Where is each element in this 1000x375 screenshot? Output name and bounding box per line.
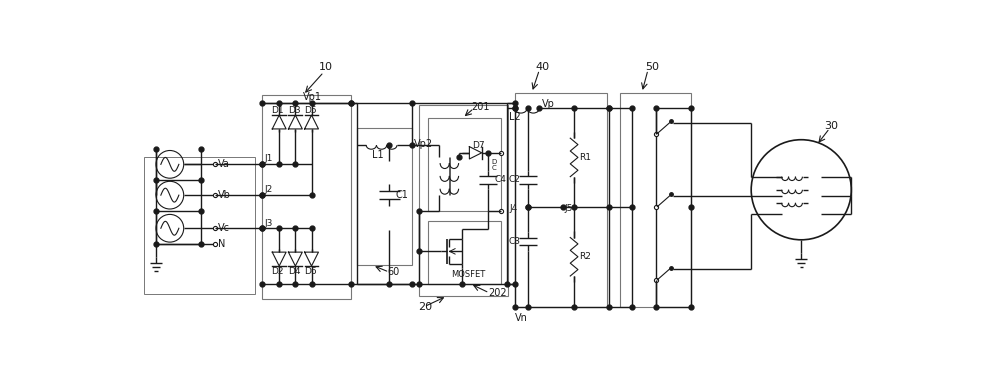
Text: 20: 20 <box>419 302 433 312</box>
Text: J1: J1 <box>265 154 273 164</box>
Text: R1: R1 <box>579 153 591 162</box>
Bar <box>515 93 607 307</box>
Text: D4: D4 <box>288 267 300 276</box>
Text: 60: 60 <box>388 267 400 277</box>
Text: Vp: Vp <box>542 99 555 108</box>
Text: D7: D7 <box>472 141 485 150</box>
Text: D2: D2 <box>271 267 284 276</box>
Text: L2: L2 <box>509 112 520 122</box>
Text: L1: L1 <box>372 150 384 160</box>
Text: C2: C2 <box>509 175 521 184</box>
Bar <box>620 93 691 307</box>
Text: MOSFET: MOSFET <box>451 270 485 279</box>
Text: Vb: Vb <box>218 190 231 200</box>
Text: J4: J4 <box>509 204 518 213</box>
Text: 30: 30 <box>824 121 838 131</box>
Bar <box>428 220 501 284</box>
Text: J2: J2 <box>265 185 273 194</box>
Text: Va: Va <box>218 159 230 170</box>
Text: D5: D5 <box>304 106 316 115</box>
Text: C: C <box>492 165 496 171</box>
Text: N: N <box>218 238 226 249</box>
Text: Vp1: Vp1 <box>303 92 322 102</box>
Text: C3: C3 <box>509 237 521 246</box>
Text: D1: D1 <box>271 106 284 115</box>
Text: C1: C1 <box>395 190 408 200</box>
Bar <box>262 95 351 299</box>
Text: J3: J3 <box>265 219 273 228</box>
Text: 10: 10 <box>318 62 332 72</box>
Bar <box>357 128 412 265</box>
Text: D: D <box>492 159 497 165</box>
Text: Vn: Vn <box>515 314 528 323</box>
Text: 40: 40 <box>536 62 550 72</box>
Text: R2: R2 <box>579 252 591 261</box>
Bar <box>428 118 501 210</box>
Text: Vp2: Vp2 <box>414 138 433 148</box>
Text: C4: C4 <box>494 175 506 184</box>
Bar <box>419 105 508 296</box>
Bar <box>144 157 255 294</box>
Text: 202: 202 <box>488 288 506 298</box>
Text: Vc: Vc <box>218 223 230 233</box>
Text: D3: D3 <box>288 106 300 115</box>
Text: 50: 50 <box>645 62 659 72</box>
Text: D6: D6 <box>304 267 316 276</box>
Text: J5: J5 <box>565 204 573 213</box>
Text: 201: 201 <box>472 102 490 112</box>
